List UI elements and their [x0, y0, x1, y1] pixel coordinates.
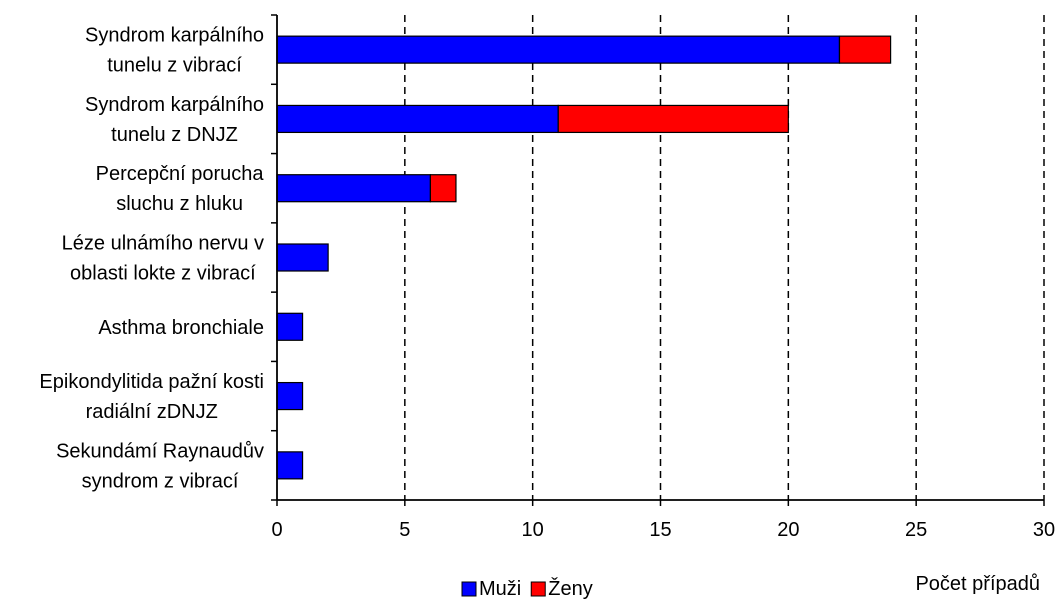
x-tick-label-15: 15: [649, 519, 671, 541]
category-label-3: Léze ulnámího nervu v oblasti lokte z vib…: [62, 233, 264, 285]
x-axis-title: Počet případů: [915, 573, 1040, 595]
x-tick-label-20: 20: [777, 519, 799, 541]
bar-muzi-4: [276, 312, 304, 341]
bar-muzi-5: [276, 381, 304, 411]
x-tick-label-5: 5: [399, 519, 410, 541]
x-tick-label-30: 30: [1033, 519, 1055, 541]
legend-label-zeny: Ženy: [548, 577, 592, 600]
bar-muzi-3: [276, 243, 329, 272]
bars: [276, 35, 892, 480]
category-label-5: Epikondylitida pažní kosti radiální zDNJZ: [39, 371, 264, 423]
legend-label-muzi: Muži: [479, 578, 521, 600]
bar-muzi-2: [276, 174, 431, 203]
category-label-4: Asthma bronchiale: [98, 317, 264, 339]
x-tick-label-0: 0: [271, 519, 282, 541]
x-tick-label-25: 25: [905, 519, 927, 541]
x-tick-label-10: 10: [522, 519, 544, 541]
category-label-6: Sekundámí Raynaudův syndrom z vibrací: [56, 440, 264, 492]
tick-labels: 0 5 10 15 20 25 30: [271, 519, 1055, 541]
axes: [271, 14, 1045, 506]
bar-zeny-0: [838, 35, 892, 64]
legend-swatch-zeny: [530, 581, 546, 597]
bar-muzi-1: [276, 104, 559, 134]
category-labels: Syndrom karpálního tunelu z vibrací Syndro…: [39, 25, 264, 493]
category-label-2: Percepční porucha sluchu z hluku: [96, 163, 265, 215]
category-label-1: Syndrom karpálního tunelu z DNJZ: [85, 94, 264, 146]
grid-lines: [404, 15, 1045, 500]
bar-muzi-6: [276, 451, 304, 480]
bar-muzi-0: [276, 35, 841, 64]
category-label-0: Syndrom karpálního tunelu z vibrací: [85, 25, 264, 77]
legend-swatch-muzi: [461, 581, 477, 597]
legend: Muži Ženy: [461, 577, 593, 600]
bar-zeny-1: [557, 104, 789, 134]
bar-zeny-2: [429, 174, 457, 203]
